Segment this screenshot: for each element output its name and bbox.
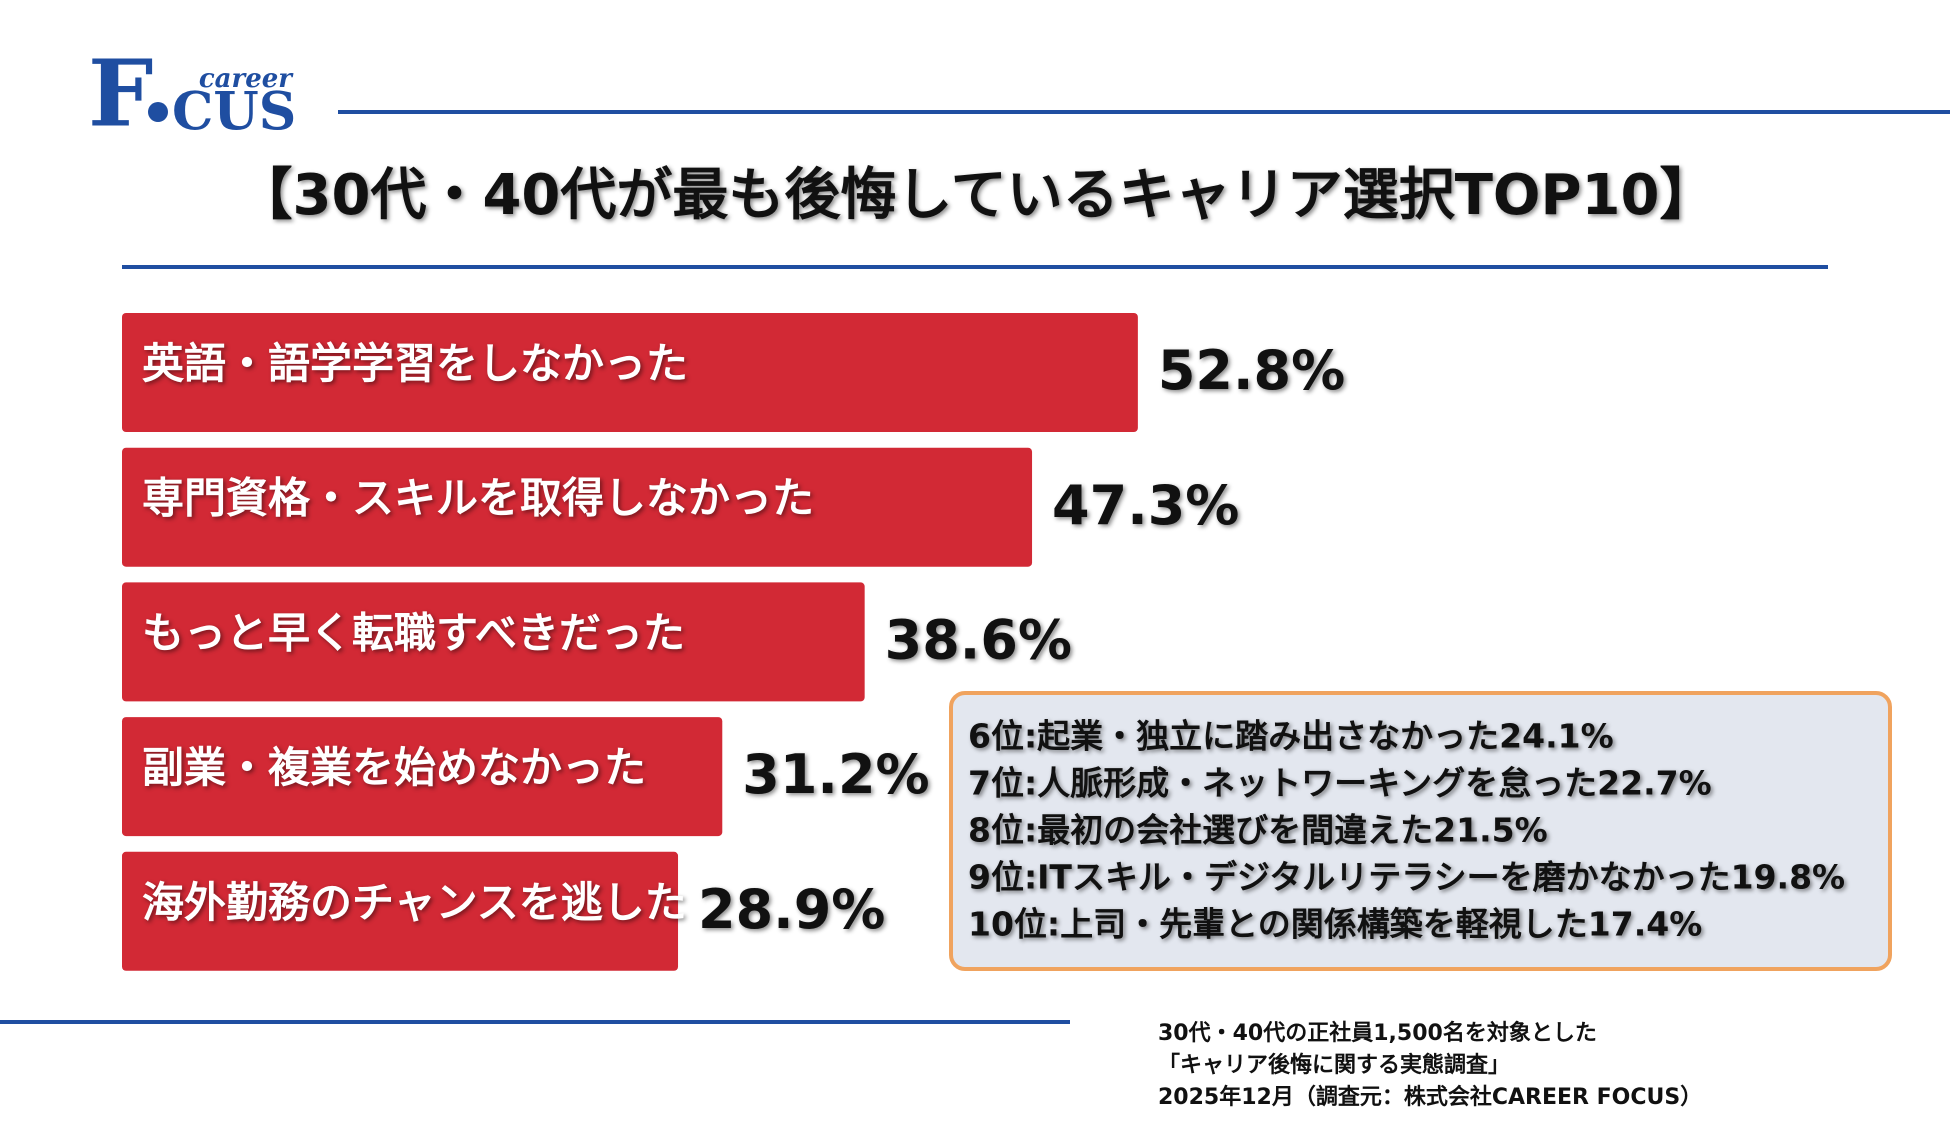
ranking-item: 6位:起業・独立に踏み出さなかった24.1%	[968, 717, 1614, 756]
footer-note: 30代・40代の正社員1,500名を対象とした	[1158, 1020, 1597, 1046]
bar-label: 海外勤務のチャンスを逃した	[142, 878, 687, 927]
value-label: 47.3%	[1052, 474, 1239, 537]
logo-small: career	[199, 64, 294, 94]
bar	[122, 717, 723, 837]
ranking-item: 7位:人脈形成・ネットワーキングを怠った22.7%	[968, 764, 1712, 803]
chart-title: 【30代・40代が最も後悔しているキャリア選択TOP10】	[237, 163, 1716, 228]
footer-note: 「キャリア後悔に関する実態調査」	[1158, 1052, 1510, 1078]
footer-note: 2025年12月（調査元：株式会社CAREER FOCUS）	[1158, 1084, 1702, 1110]
logo-rest: CUS	[172, 82, 296, 143]
logo-dot	[148, 102, 168, 122]
ranking-item: 10位:上司・先輩との関係構築を軽視した17.4%	[968, 905, 1702, 944]
bar-label: 英語・語学学習をしなかった	[142, 339, 688, 388]
bar	[122, 313, 1138, 432]
value-label: 38.6%	[885, 609, 1072, 672]
chart: 英語・語学学習をしなかった 52.8% 専門資格・スキルを取得しなかった 47.3% も…	[122, 313, 1845, 1110]
bar	[122, 851, 679, 971]
bar-label: もっと早く転職すべきだった	[142, 608, 685, 657]
ranking-item: 9位:ITスキル・デジタルリテラシーを磨かなかった19.8%	[968, 858, 1845, 897]
bar-label: 専門資格・スキルを取得しなかった	[142, 474, 814, 523]
bar	[122, 582, 865, 702]
value-label: 31.2%	[742, 743, 929, 806]
bar	[122, 447, 1033, 567]
ranking-item: 8位:最初の会社選びを間違えた21.5%	[968, 811, 1548, 850]
ranking-box	[949, 691, 1892, 971]
logo-initial: F	[88, 40, 153, 148]
value-label: 52.8%	[1158, 339, 1345, 402]
value-label: 28.9%	[698, 878, 885, 941]
bar-label: 副業・複業を始めなかった	[142, 743, 646, 792]
